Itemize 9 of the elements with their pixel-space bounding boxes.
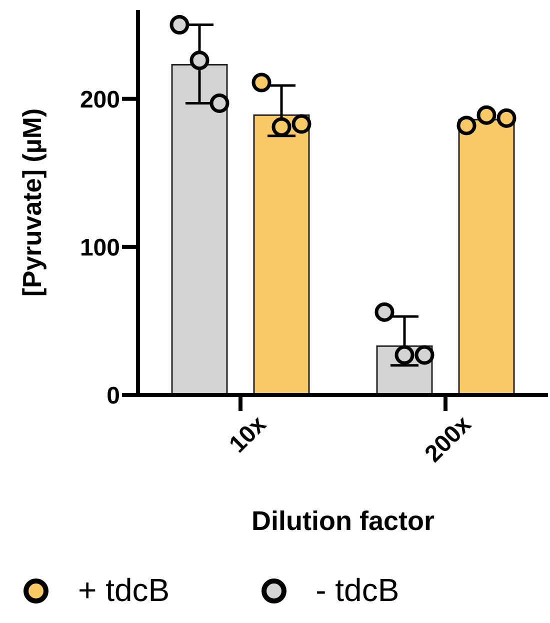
legend-label: - tdcB bbox=[316, 572, 400, 609]
x-axis-title: Dilution factor bbox=[252, 506, 435, 536]
y-tick-label: 200 bbox=[80, 86, 120, 114]
legend-label: + tdcB bbox=[78, 572, 170, 609]
y-tick-label: 100 bbox=[80, 234, 120, 262]
x-tick-label: 10x bbox=[224, 410, 272, 458]
y-axis-title: [Pyruvate] (µM) bbox=[17, 108, 48, 297]
bar bbox=[253, 114, 310, 395]
y-tick-label: 0 bbox=[106, 382, 120, 410]
